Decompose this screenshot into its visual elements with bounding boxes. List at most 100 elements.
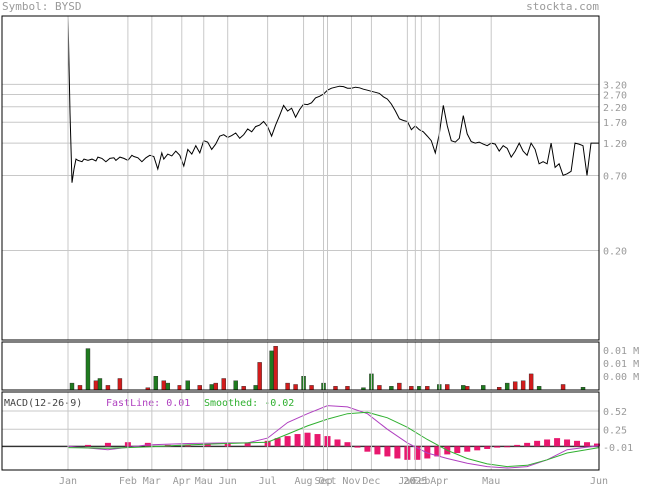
macd-histogram-bar [464,446,471,452]
volume-bar-down [285,382,290,391]
x-tick-label: Nov [342,476,360,486]
volume-bar-down [445,384,450,391]
macd-histogram-bar [524,442,531,447]
volume-bar-up [253,385,258,391]
x-tick-label: Jun [219,476,237,486]
volume-bar-down [221,378,226,391]
site-label[interactable]: stockta.com [526,0,599,13]
volume-bar-down [273,346,278,391]
volume-bar-down [293,384,298,391]
volume-bar-up [536,386,542,391]
price-frame [1,15,600,341]
volume-tick-label: 0.01 M [603,359,639,370]
volume-bar-up [233,380,238,391]
volume-bar-down [213,382,218,391]
macd-histogram-bar [84,444,91,447]
x-tick-label: 2025 [403,476,427,486]
volume-bar-up [209,384,214,391]
macd-histogram-bar [384,446,391,457]
x-tick-label: Oct [318,476,336,486]
x-tick-label: Sep [314,476,332,486]
volume-bar-down [241,386,246,391]
macd-smoothed-label: Smoothed: -0.02 [204,398,294,409]
x-tick-label: Mau [195,476,213,486]
macd-panel: MACD(12-26-9) FastLine: 0.01 Smoothed: -… [2,398,633,469]
volume-bar-up [97,378,103,391]
macd-histogram-bar [374,446,381,455]
macd-histogram-bar [584,442,591,447]
x-tick-label: Mar [143,476,161,486]
macd-fastline-label: FastLine: 0.01 [106,398,190,409]
x-tick-label: Jan [398,476,416,486]
macd-histogram-bar [294,434,301,447]
macd-histogram-bar [574,440,581,447]
volume-bar-up [153,376,159,391]
volume-bar-up [85,348,91,391]
volume-bar-down [560,384,566,391]
volume-bar-down [520,380,526,391]
macd-histogram-bar [504,446,511,448]
x-tick-label: Aug [295,476,313,486]
volume-bar-down [105,385,111,391]
volume-bar-down [528,373,534,391]
x-tick-label: Jun [590,476,608,486]
macd-histogram-bar [494,446,501,448]
macd-histogram-bar [354,446,361,448]
x-tick-label: Jul [259,476,277,486]
volume-tick-label: 0.00 M [603,372,639,383]
macd-histogram-bar [244,442,251,447]
x-tick-label: Apr [430,476,448,486]
volume-bar-up [165,382,171,391]
macd-histogram-bar [104,442,111,447]
volume-bar-down [197,385,202,391]
volume-bar-up [461,385,466,391]
macd-smoothed-line [67,411,600,468]
macd-histogram-bar [534,440,541,447]
price-tick-label: 0.70 [603,171,627,182]
volume-frame [1,341,600,391]
macd-histogram-bar [204,444,211,447]
x-tick-label: Jan [59,476,77,486]
macd-histogram-bar [484,446,491,449]
price-tick-label: 1.70 [603,118,627,129]
macd-histogram-bar [474,446,481,451]
macd-histogram-bar [184,444,191,447]
macd-histogram-bar [304,432,311,447]
macd-histogram-bar [544,439,551,447]
volume-bar-down [345,386,350,391]
x-tick-label: Dec [362,476,380,486]
price-tick-label: 1.20 [603,139,627,150]
volume-bar-down [77,385,83,391]
macd-frame [1,391,600,471]
volume-bar-down [425,386,430,391]
macd-histogram-bar [344,442,351,447]
price-line [67,15,599,183]
volume-bar-down [177,385,182,391]
volume-bar-down [397,382,402,391]
volume-bar-down [161,380,167,391]
macd-histogram-bar [424,446,431,459]
price-tick-label: 2.20 [603,103,627,114]
price-tick-label: 3.20 [603,80,627,91]
macd-histogram-bar [314,434,321,447]
volume-tick-label: 0.01 M [603,346,639,357]
volume-bar-down [257,362,262,391]
macd-histogram-bar [454,446,461,454]
macd-histogram-bar [514,444,521,447]
x-tick-label: Feb [412,476,430,486]
volume-bar-down [377,385,382,391]
macd-tick-label: -0.01 [603,443,633,454]
volume-bar-down [465,386,470,391]
volume-bar-down [409,386,414,391]
macd-histogram-bar [434,446,441,457]
macd-histogram-bar [594,443,601,447]
macd-tick-label: 0.52 [603,407,627,418]
price-panel: 3.202.702.20 1.70 1.20 0.70 0.20 [2,15,627,258]
macd-histogram-bar [564,439,571,447]
symbol-label: Symbol: BYSD [2,0,82,13]
macd-histogram-bar [414,446,421,460]
x-tick-label: Apr [173,476,191,486]
volume-bar-down [333,386,338,391]
macd-histogram-bar [334,439,341,447]
